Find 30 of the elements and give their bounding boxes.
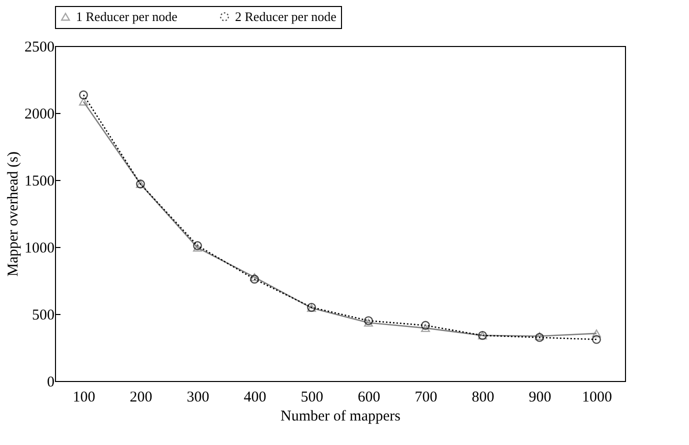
y-tick-label: 1000 bbox=[24, 240, 54, 256]
y-tick-label: 2000 bbox=[24, 106, 54, 122]
point bbox=[79, 90, 88, 100]
point bbox=[193, 244, 202, 252]
x-tick-label: 600 bbox=[358, 390, 380, 406]
y-tick-label: 2500 bbox=[24, 40, 54, 56]
point bbox=[250, 274, 259, 284]
x-tick-label: 200 bbox=[130, 390, 152, 406]
point bbox=[592, 329, 601, 338]
x-tick-label: 900 bbox=[528, 390, 552, 406]
point bbox=[421, 320, 430, 330]
y-tick-label: 500 bbox=[32, 308, 54, 324]
point bbox=[421, 324, 430, 332]
legend-label: 1 Reducer per node bbox=[76, 8, 178, 24]
x-tick-label: 300 bbox=[186, 390, 210, 406]
point bbox=[79, 98, 88, 106]
x-tick-label: 400 bbox=[244, 390, 266, 406]
point bbox=[364, 318, 373, 327]
point bbox=[592, 334, 601, 344]
x-axis-title: Number of mappers bbox=[280, 408, 401, 424]
x-tick-label: 1000 bbox=[582, 390, 612, 406]
x-tick-label: 100 bbox=[72, 390, 96, 406]
point bbox=[250, 273, 259, 282]
x-tick-label: 500 bbox=[300, 390, 324, 406]
legend-label: 2 Reducer per node bbox=[235, 8, 337, 24]
y-tick-label: 0 bbox=[47, 374, 54, 390]
y-axis-title: Mapper overhead (s) bbox=[6, 152, 22, 276]
x-tick-label: 700 bbox=[414, 390, 438, 406]
x-tick-label: 800 bbox=[472, 390, 494, 406]
y-tick-label: 1500 bbox=[24, 174, 54, 190]
